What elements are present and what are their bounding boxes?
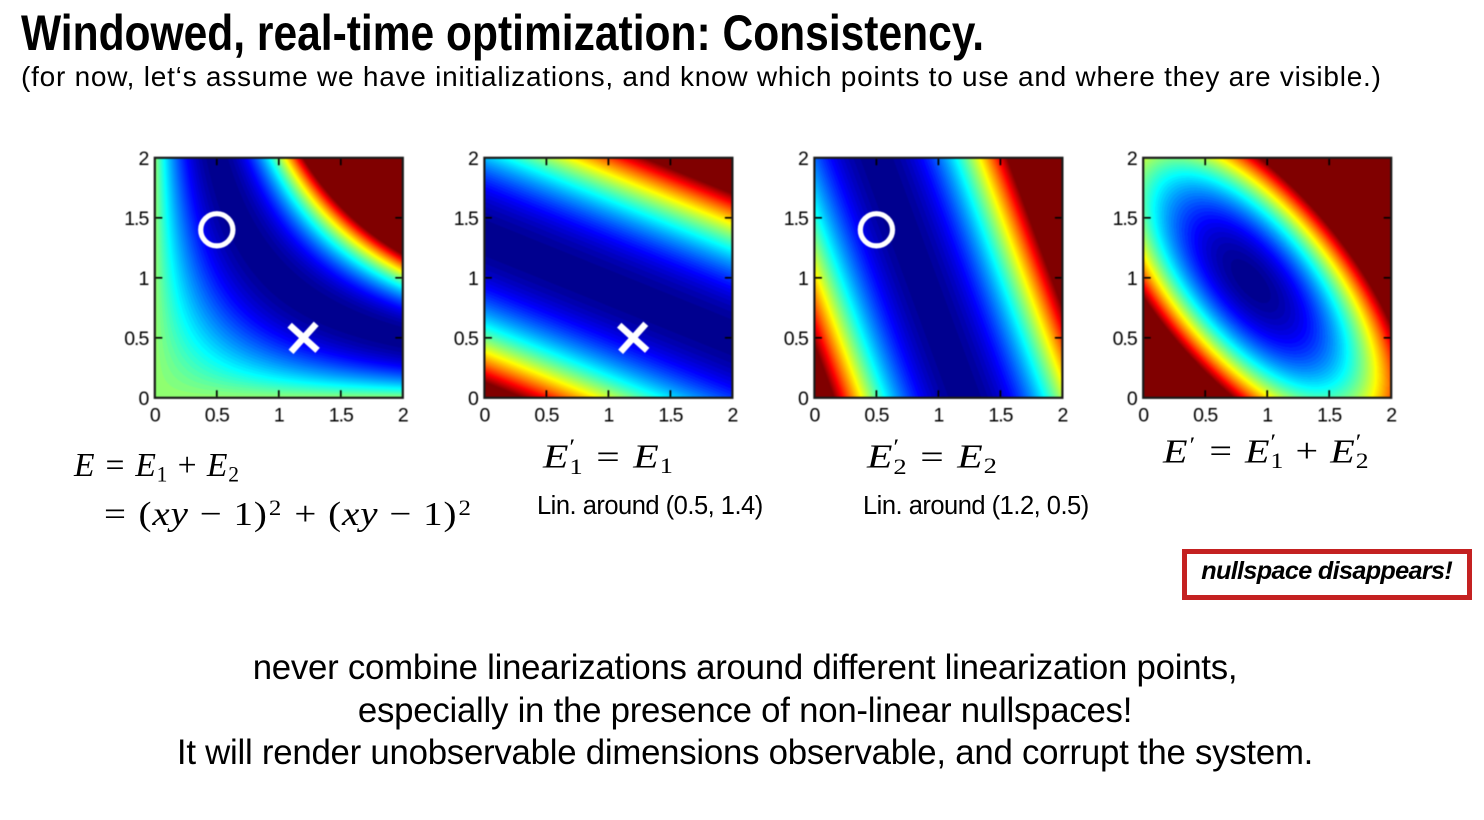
- svg-text:1.5: 1.5: [329, 404, 354, 426]
- svg-text:0.5: 0.5: [1113, 328, 1138, 350]
- svg-text:0.5: 0.5: [205, 404, 230, 426]
- svg-text:2: 2: [1057, 404, 1067, 426]
- svg-text:2: 2: [1386, 404, 1396, 426]
- svg-text:1: 1: [603, 404, 613, 426]
- svg-text:1.5: 1.5: [784, 208, 809, 230]
- svg-text:1: 1: [468, 268, 478, 290]
- svg-text:0: 0: [809, 404, 820, 426]
- svg-text:0.5: 0.5: [1193, 404, 1218, 426]
- svg-text:1: 1: [138, 268, 148, 290]
- svg-text:2: 2: [398, 404, 408, 426]
- svg-text:0: 0: [150, 404, 161, 426]
- svg-text:2: 2: [1127, 148, 1137, 170]
- svg-text:0.5: 0.5: [534, 404, 559, 426]
- svg-text:1: 1: [798, 268, 808, 290]
- svg-text:1.5: 1.5: [1317, 404, 1342, 426]
- svg-text:1.5: 1.5: [454, 208, 479, 230]
- svg-text:2: 2: [798, 148, 808, 170]
- svg-text:0.5: 0.5: [864, 404, 889, 426]
- svg-text:0.5: 0.5: [784, 328, 809, 350]
- svg-text:1.5: 1.5: [124, 208, 149, 230]
- svg-text:1: 1: [1127, 268, 1137, 290]
- svg-text:1.5: 1.5: [1113, 208, 1138, 230]
- svg-text:2: 2: [468, 148, 478, 170]
- svg-text:1: 1: [933, 404, 943, 426]
- svg-text:2: 2: [138, 148, 148, 170]
- svg-text:0: 0: [479, 404, 490, 426]
- svg-text:0: 0: [138, 388, 149, 410]
- svg-text:0: 0: [798, 388, 809, 410]
- svg-text:1.5: 1.5: [988, 404, 1013, 426]
- svg-text:0: 0: [1127, 388, 1138, 410]
- svg-text:0.5: 0.5: [454, 328, 479, 350]
- svg-text:1.5: 1.5: [658, 404, 683, 426]
- svg-text:0: 0: [1138, 404, 1149, 426]
- svg-text:0.5: 0.5: [124, 328, 149, 350]
- svg-text:2: 2: [727, 404, 737, 426]
- svg-text:1: 1: [274, 404, 284, 426]
- svg-text:1: 1: [1262, 404, 1272, 426]
- svg-text:0: 0: [468, 388, 479, 410]
